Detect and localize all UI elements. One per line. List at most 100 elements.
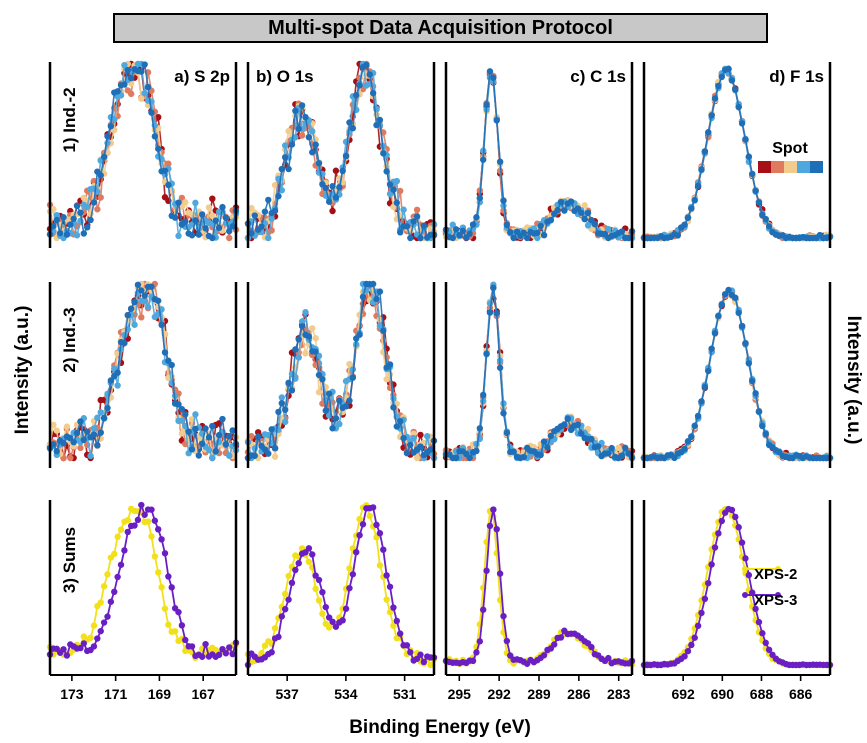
spot-point	[332, 415, 340, 422]
spot-point	[684, 438, 692, 445]
spot-point	[50, 440, 57, 448]
spot-point	[73, 429, 81, 437]
spot-point	[715, 82, 722, 90]
sum-point	[557, 634, 565, 641]
sum-point	[551, 641, 558, 648]
spot-point	[53, 211, 60, 219]
spot-point	[476, 425, 484, 432]
spot-point	[124, 66, 131, 74]
spot-point	[114, 382, 121, 389]
sum-point	[198, 653, 206, 660]
spot-point	[557, 198, 565, 206]
sum-point	[752, 605, 759, 613]
spot-point	[312, 141, 319, 148]
spot-point	[605, 225, 612, 233]
sum-point	[100, 619, 108, 626]
spot-point	[275, 192, 282, 200]
spot-point	[302, 308, 309, 316]
spot-point	[209, 195, 216, 202]
spot-point	[534, 234, 541, 242]
spot-point	[229, 427, 236, 434]
spot-point	[138, 287, 145, 294]
spot-point	[100, 414, 108, 422]
spot-point	[205, 204, 213, 211]
x-tick-label: 286	[567, 686, 591, 702]
spot-point	[594, 443, 602, 450]
sum-point	[376, 530, 384, 537]
sum-point	[90, 643, 98, 650]
spot-point	[390, 186, 397, 193]
spot-point	[219, 415, 226, 423]
spot-point	[84, 204, 91, 211]
sum-point	[588, 643, 595, 651]
spot-point	[390, 404, 397, 411]
spot-point	[309, 128, 316, 135]
sum-point	[369, 504, 377, 511]
spot-point	[60, 214, 67, 221]
spot-point	[84, 428, 91, 435]
sum-point	[483, 567, 490, 574]
sum-point	[403, 642, 411, 649]
sum-point	[359, 521, 367, 528]
spot-trace-2	[643, 289, 831, 459]
spot-trace-3	[445, 75, 633, 241]
spot-point	[380, 150, 387, 157]
spot-legend-swatch	[771, 161, 784, 173]
spot-point	[762, 430, 769, 438]
spot-point	[97, 172, 104, 179]
spot-point	[500, 410, 507, 417]
spot-point	[459, 227, 467, 235]
sum-point	[380, 546, 387, 553]
spot-point	[466, 230, 473, 238]
spot-point	[63, 423, 71, 430]
sum-point	[117, 526, 125, 533]
spot-legend-swatch	[797, 161, 810, 173]
sum-point	[386, 583, 394, 590]
sum-point	[97, 627, 104, 635]
row-label: 1) Ind.-2	[60, 87, 79, 152]
spot-trace-4	[445, 287, 633, 460]
sum-point	[97, 599, 104, 606]
spot-point	[749, 170, 756, 178]
spot-point	[688, 205, 695, 212]
spot-point	[396, 187, 404, 195]
spot-point	[547, 217, 555, 224]
sum-point	[188, 643, 196, 650]
spot-point	[104, 133, 111, 140]
spot-point	[127, 305, 135, 312]
x-tick-label: 534	[334, 686, 358, 702]
spot-point	[178, 405, 186, 413]
sum-point	[148, 533, 155, 540]
spot-point	[209, 422, 216, 430]
spot-point	[288, 141, 296, 148]
spot-point	[537, 222, 544, 230]
spot-point	[268, 426, 275, 433]
sum-legend-marker	[742, 592, 748, 598]
spot-point	[198, 440, 206, 447]
spot-point	[124, 312, 131, 319]
sum-point	[698, 609, 705, 617]
sum-point	[305, 545, 313, 552]
sum-point	[278, 613, 286, 620]
spot-point	[205, 434, 213, 441]
spot-point	[282, 154, 289, 161]
sum-point	[688, 641, 695, 649]
sum-point	[728, 506, 736, 514]
spot-point	[275, 408, 282, 416]
spot-point	[53, 448, 60, 455]
spot-point	[87, 452, 94, 460]
sum-point	[319, 588, 326, 596]
spot-point	[356, 331, 363, 338]
spot-point	[226, 227, 233, 235]
panel-0-row-1	[46, 280, 240, 468]
spot-point	[178, 194, 186, 202]
sum-point	[305, 558, 313, 565]
sum-point	[282, 605, 289, 613]
spot-point	[417, 443, 424, 450]
spot-point	[138, 95, 145, 102]
sum-point	[114, 573, 121, 581]
spot-point	[165, 181, 172, 189]
x-tick-label: 167	[191, 686, 215, 702]
spot-point	[353, 92, 360, 99]
sum-point	[346, 584, 353, 592]
